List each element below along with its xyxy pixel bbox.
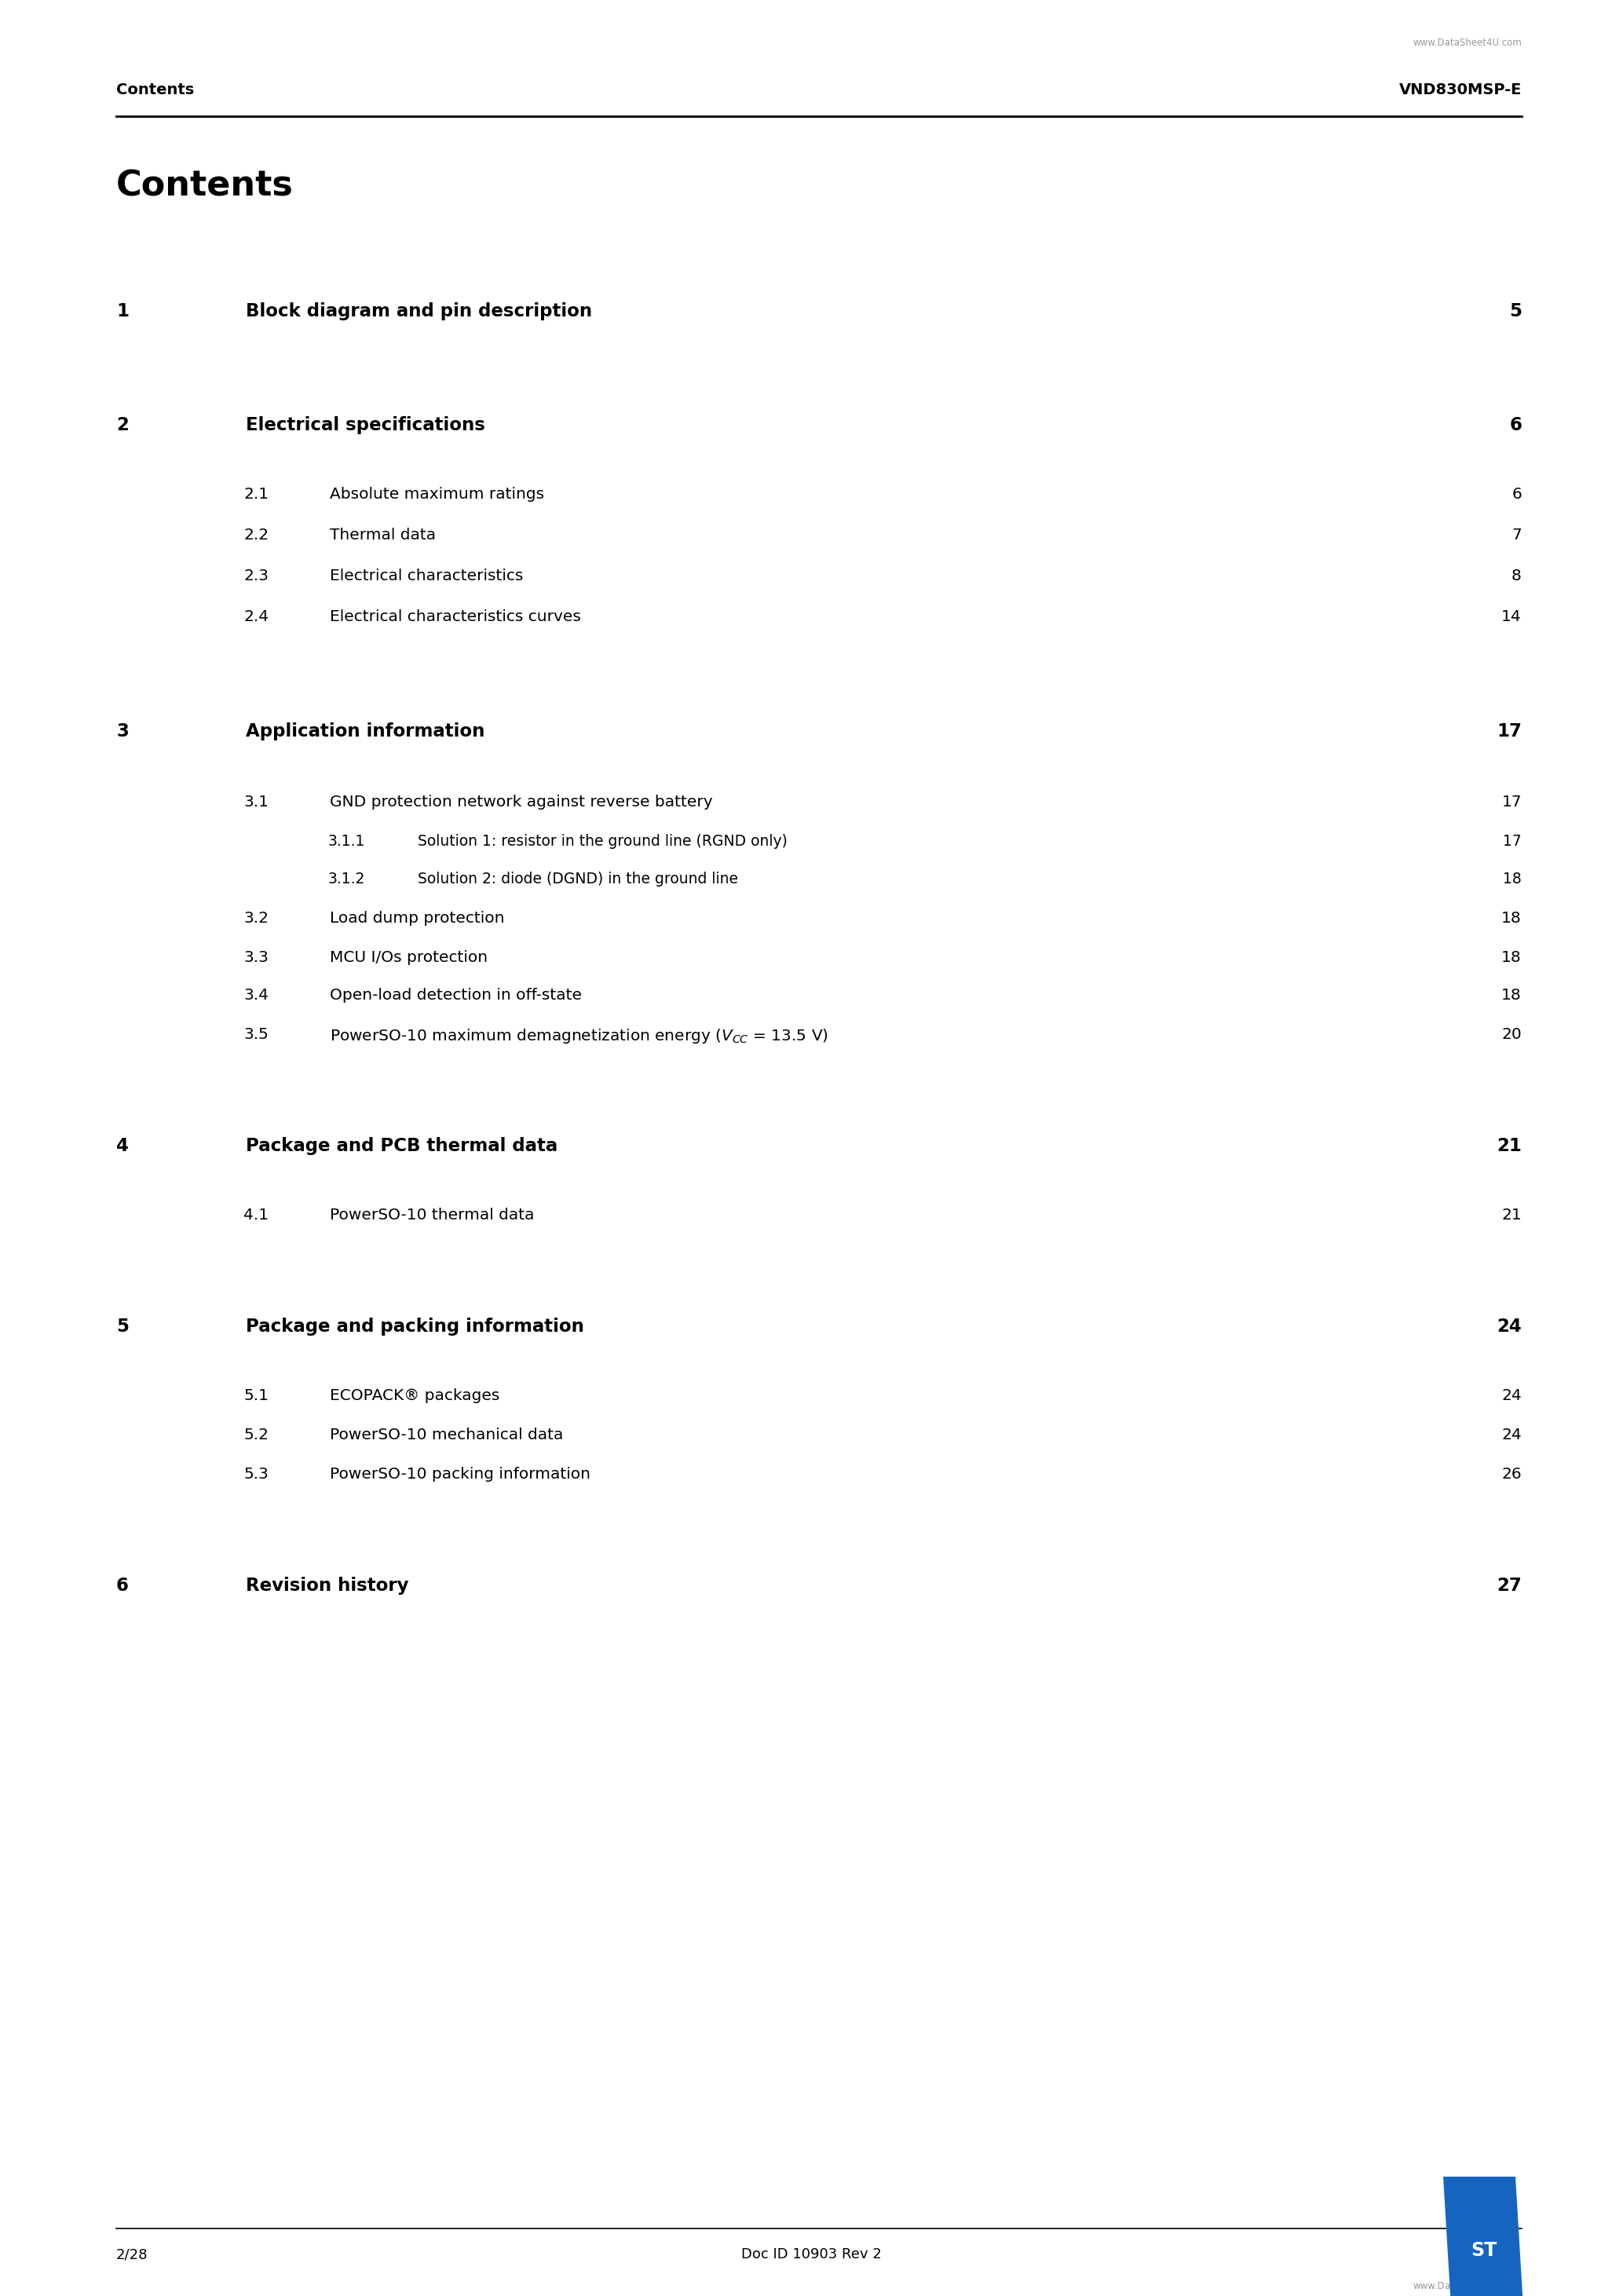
Text: ECOPACK® packages: ECOPACK® packages [329,1389,500,1403]
Text: Thermal data: Thermal data [329,528,437,542]
Text: 5: 5 [1509,303,1522,321]
Text: www.DataSheet4U.com: www.DataSheet4U.com [1412,37,1522,48]
Text: ST: ST [1470,2241,1496,2259]
Text: 24: 24 [1496,1318,1522,1336]
Text: 21: 21 [1496,1137,1522,1155]
Text: 3.5: 3.5 [243,1026,268,1042]
Text: 2: 2 [117,416,128,434]
Text: 18: 18 [1503,872,1522,886]
Text: 18: 18 [1501,987,1522,1003]
Text: 2.3: 2.3 [243,569,268,583]
Text: PowerSO-10 packing information: PowerSO-10 packing information [329,1467,591,1481]
Text: 26: 26 [1501,1467,1522,1481]
Text: 4.1: 4.1 [243,1208,269,1221]
Text: 3.1.1: 3.1.1 [328,833,365,850]
Text: Electrical characteristics: Electrical characteristics [329,569,523,583]
Text: 18: 18 [1501,912,1522,925]
Text: 24: 24 [1501,1389,1522,1403]
Text: 5.1: 5.1 [243,1389,268,1403]
Text: Application information: Application information [245,723,485,742]
Text: Electrical specifications: Electrical specifications [245,416,485,434]
Text: Solution 2: diode (DGND) in the ground line: Solution 2: diode (DGND) in the ground l… [417,872,738,886]
Text: 17: 17 [1503,833,1522,850]
Text: Open-load detection in off-state: Open-load detection in off-state [329,987,581,1003]
Text: 6: 6 [1511,487,1522,503]
Text: 6: 6 [1509,416,1522,434]
Text: 6: 6 [117,1577,128,1596]
Text: 5.2: 5.2 [243,1428,268,1442]
Text: Package and packing information: Package and packing information [245,1318,584,1336]
Text: Package and PCB thermal data: Package and PCB thermal data [245,1137,558,1155]
Text: Doc ID 10903 Rev 2: Doc ID 10903 Rev 2 [742,2248,881,2262]
Text: 21: 21 [1501,1208,1522,1221]
Text: 1: 1 [117,303,128,321]
Text: 3.4: 3.4 [243,987,268,1003]
Text: 3.1: 3.1 [243,794,268,810]
Text: PowerSO-10 maximum demagnetization energy ($V_{CC}$ = 13.5 V): PowerSO-10 maximum demagnetization energ… [329,1026,828,1045]
Text: 17: 17 [1496,723,1522,742]
Text: VND830MSP-E: VND830MSP-E [1399,83,1522,96]
Text: Contents: Contents [117,83,195,96]
Text: Block diagram and pin description: Block diagram and pin description [245,303,592,321]
Text: 4: 4 [117,1137,128,1155]
Text: 3.1.2: 3.1.2 [328,872,365,886]
Text: 18: 18 [1501,951,1522,964]
Text: 2.4: 2.4 [243,608,269,625]
Text: Absolute maximum ratings: Absolute maximum ratings [329,487,544,503]
Text: 2.1: 2.1 [243,487,269,503]
Text: 5.3: 5.3 [243,1467,268,1481]
Text: Electrical characteristics curves: Electrical characteristics curves [329,608,581,625]
Text: 20: 20 [1501,1026,1522,1042]
Text: 24: 24 [1501,1428,1522,1442]
Polygon shape [1443,2177,1526,2296]
Text: 2/28: 2/28 [117,2248,148,2262]
Text: 27: 27 [1496,1577,1522,1596]
Text: MCU I/Os protection: MCU I/Os protection [329,951,487,964]
Text: Contents: Contents [117,170,294,202]
Text: PowerSO-10 thermal data: PowerSO-10 thermal data [329,1208,534,1221]
Text: 5: 5 [117,1318,128,1336]
Text: 3.2: 3.2 [243,912,268,925]
Text: GND protection network against reverse battery: GND protection network against reverse b… [329,794,712,810]
Text: Revision history: Revision history [245,1577,409,1596]
Text: 14: 14 [1501,608,1522,625]
Text: Solution 1: resistor in the ground line (RGND only): Solution 1: resistor in the ground line … [417,833,787,850]
Text: 17: 17 [1501,794,1522,810]
Text: 7: 7 [1511,528,1522,542]
Text: 3.3: 3.3 [243,951,268,964]
Text: www.DataSheet4U.com: www.DataSheet4U.com [1412,2282,1522,2291]
Text: Load dump protection: Load dump protection [329,912,505,925]
Text: 2.2: 2.2 [243,528,269,542]
Text: 3: 3 [117,723,128,742]
Text: 8: 8 [1511,569,1522,583]
Text: PowerSO-10 mechanical data: PowerSO-10 mechanical data [329,1428,563,1442]
